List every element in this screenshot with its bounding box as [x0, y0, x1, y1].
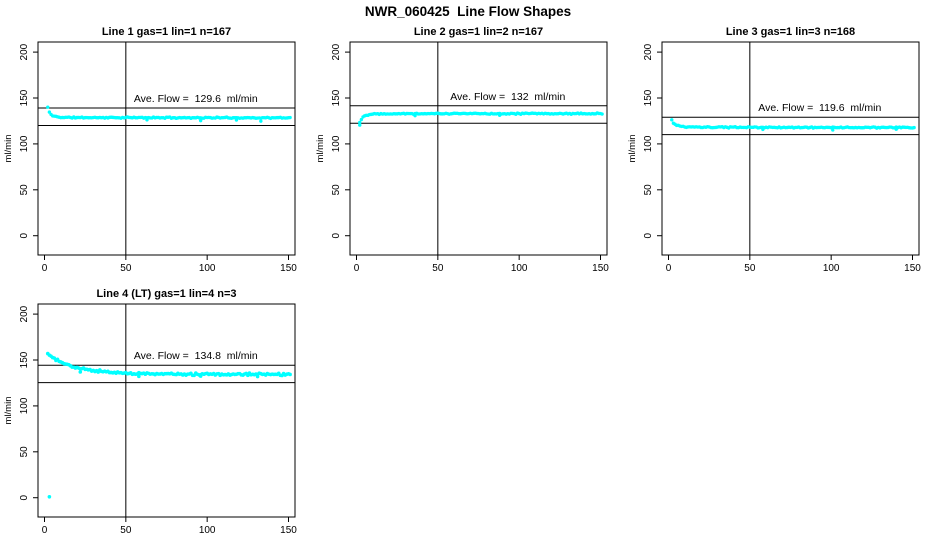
- plot-box: [349, 41, 608, 256]
- data-point: [359, 117, 364, 122]
- y-axis-label: ml/min: [315, 135, 326, 163]
- panel-title: Line 4 (LT) gas=1 lin=4 n=3: [96, 288, 236, 300]
- plot-box: [37, 41, 296, 256]
- plot-box: [37, 303, 296, 518]
- data-point-outlier: [234, 118, 239, 122]
- data-point-outlier: [145, 118, 149, 122]
- y-tick-label: 150: [331, 89, 342, 106]
- y-axis-label: ml/min: [627, 135, 638, 163]
- x-tick-label: 100: [199, 263, 216, 274]
- figure-title: NWR_060425 Line Flow Shapes: [364, 4, 572, 19]
- panel-title: Line 3 gas=1 lin=3 n=168: [726, 26, 855, 38]
- y-tick-label: 100: [331, 135, 342, 152]
- data-point: [46, 105, 50, 109]
- panel-line-1: Line 1 gas=1 lin=1 n=167 0 50 100 150 0 50 100 1…: [3, 26, 297, 274]
- data-point-outlier: [358, 123, 362, 127]
- data-point: [912, 125, 916, 130]
- data-point-outlier: [78, 370, 83, 374]
- x-tick-label: 100: [823, 263, 840, 274]
- panel-title: Line 1 gas=1 lin=1 n=167: [102, 26, 231, 38]
- data-point-outlier: [198, 118, 203, 123]
- data-point-outlier: [894, 127, 898, 131]
- data-point-outlier: [831, 128, 835, 132]
- data-point-outlier: [413, 113, 417, 118]
- data-point: [600, 112, 604, 116]
- y-tick-label: 150: [643, 89, 654, 106]
- y-tick-label: 200: [19, 305, 30, 322]
- ave-flow-annotation: Ave. Flow = 129.6 ml/min: [134, 93, 258, 105]
- y-tick-label: 0: [19, 495, 30, 501]
- ave-flow-annotation: Ave. Flow = 119.6 ml/min: [758, 102, 881, 114]
- panel-line-2: Line 2 gas=1 lin=2 n=167 0 50 100 150 0 50 100 1…: [315, 26, 609, 274]
- x-tick-label: 0: [42, 263, 48, 274]
- y-tick-label: 50: [19, 446, 30, 458]
- y-tick-label: 200: [331, 43, 342, 60]
- data-point: [358, 120, 362, 125]
- data-points: [46, 105, 292, 123]
- data-point-outlier: [497, 113, 502, 117]
- y-axis-label: ml/min: [3, 397, 14, 425]
- x-tick-label: 50: [120, 525, 132, 536]
- plot-box: [661, 41, 920, 256]
- ave-flow-annotation: Ave. Flow = 134.8 ml/min: [134, 350, 258, 362]
- x-tick-label: 150: [280, 263, 297, 274]
- y-tick-label: 0: [331, 233, 342, 239]
- y-tick-label: 200: [643, 43, 654, 60]
- y-tick-label: 100: [19, 397, 30, 414]
- data-point: [288, 115, 292, 120]
- x-tick-label: 50: [120, 263, 132, 274]
- y-tick-label: 100: [19, 135, 30, 152]
- data-point: [288, 372, 292, 377]
- data-point-outlier: [198, 374, 203, 378]
- data-points: [358, 111, 604, 127]
- y-axis-label: ml/min: [3, 135, 14, 163]
- x-tick-label: 50: [744, 263, 756, 274]
- x-tick-label: 150: [904, 263, 921, 274]
- x-tick-label: 0: [42, 525, 48, 536]
- y-tick-label: 0: [19, 233, 30, 239]
- y-tick-label: 50: [643, 184, 654, 196]
- data-point-outlier: [761, 127, 765, 132]
- data-point-outlier: [255, 374, 260, 379]
- data-point-outlier: [137, 374, 141, 379]
- x-tick-label: 150: [592, 263, 609, 274]
- y-tick-label: 150: [19, 351, 30, 368]
- data-point-outlier: [47, 495, 52, 499]
- panel-line-3: Line 3 gas=1 lin=3 n=168 0 50 100 150 0 50 100 1…: [627, 26, 921, 274]
- data-points: [45, 351, 292, 499]
- panel-title: Line 2 gas=1 lin=2 n=167: [414, 26, 543, 38]
- x-tick-label: 0: [354, 263, 360, 274]
- x-tick-label: 100: [511, 263, 528, 274]
- y-tick-label: 50: [19, 184, 30, 196]
- x-tick-label: 150: [280, 525, 297, 536]
- y-tick-label: 100: [643, 135, 654, 152]
- y-tick-label: 150: [19, 89, 30, 106]
- data-points: [670, 118, 916, 132]
- ave-flow-annotation: Ave. Flow = 132 ml/min: [450, 91, 565, 103]
- x-tick-label: 50: [432, 263, 444, 274]
- y-tick-label: 200: [19, 43, 30, 60]
- x-tick-label: 100: [199, 525, 216, 536]
- panel-line-4: Line 4 (LT) gas=1 lin=4 n=3 0 50 100 150 0 50 1…: [3, 288, 297, 536]
- data-point-outlier: [259, 119, 263, 123]
- y-tick-label: 0: [643, 233, 654, 239]
- x-tick-label: 0: [666, 263, 672, 274]
- data-point: [670, 118, 674, 122]
- y-tick-label: 50: [331, 184, 342, 196]
